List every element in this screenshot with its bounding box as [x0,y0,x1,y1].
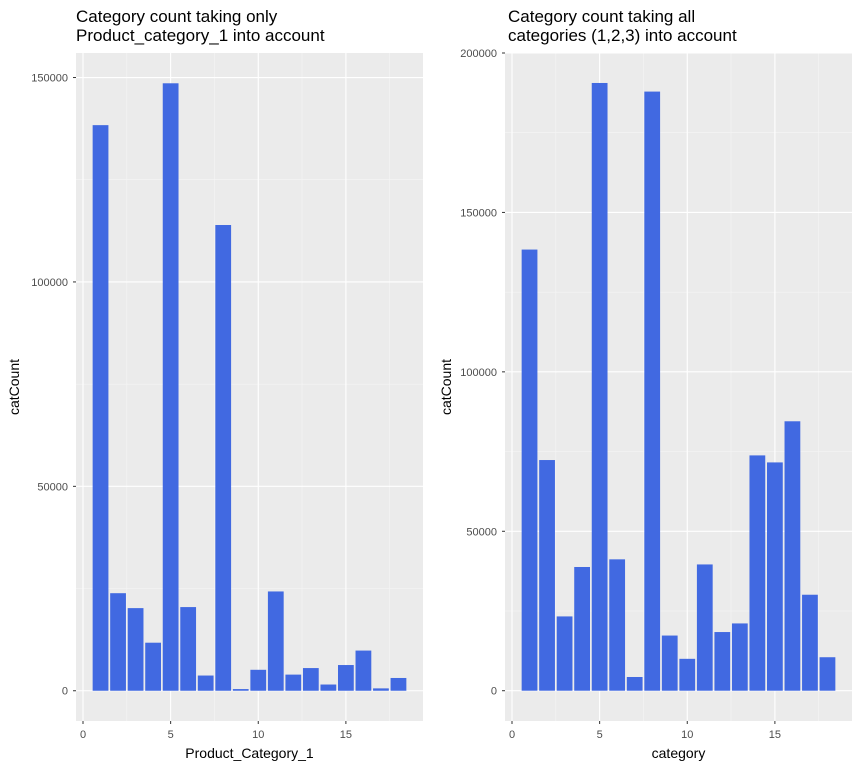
bar [767,462,783,691]
y-tick-label: 50000 [37,481,68,493]
chart-title-line: categories (1,2,3) into account [508,26,737,45]
bar [127,608,144,691]
bar [556,616,573,691]
x-tick-label: 5 [597,729,603,741]
bar [355,650,372,691]
panel-left: 0 50000 100000 150000 0 5 10 15 Product_Category… [6,7,423,761]
y-tick-label: 100000 [460,367,497,379]
bar [626,676,643,691]
x-axis-title: category [652,745,706,761]
bar [521,249,538,691]
bar [215,225,232,691]
bar [232,689,249,691]
chart-title-line: Category count taking all [508,7,695,26]
bar [731,623,748,691]
bar [539,460,555,691]
bar [285,674,302,691]
y-axis-title: catCount [438,359,454,415]
chart-title-line: Product_category_1 into account [76,26,325,45]
bar [162,83,179,691]
bar [714,632,731,691]
y-tick-label: 150000 [31,73,68,85]
y-tick-label: 0 [62,686,68,698]
x-tick-label: 0 [509,729,515,741]
bar [609,559,626,691]
bar [180,607,197,691]
bar [784,421,801,691]
x-tick-label: 10 [252,729,264,741]
bar [320,684,337,691]
bar [250,669,267,691]
x-tick-label: 15 [340,729,352,741]
bar [197,675,214,691]
bar [749,455,766,691]
x-tick-label: 5 [168,729,174,741]
y-tick-label: 100000 [31,277,68,289]
bar [390,677,407,691]
bar [92,125,109,691]
bar [696,564,713,691]
bar [679,658,696,691]
y-tick-label: 200000 [460,48,497,60]
bar [338,665,354,691]
y-tick-label: 150000 [460,207,497,219]
bar [644,91,661,691]
bar [591,82,608,691]
x-tick-label: 0 [80,729,86,741]
y-tick-label: 0 [491,686,497,698]
y-tick-label: 50000 [466,526,497,538]
bar [661,635,678,691]
x-tick-label: 15 [769,729,781,741]
bar [373,688,389,691]
y-axis-title: catCount [6,359,22,415]
x-axis-title: Product_Category_1 [185,745,314,761]
bar [802,594,818,691]
bar [574,566,590,691]
panel-right: 0 50000 100000 150000 200000 0 5 10 15 category ca… [438,7,852,761]
bar [145,642,161,691]
bar [110,593,126,691]
bar [302,668,319,691]
bar [267,591,284,691]
bar [819,657,836,691]
x-tick-label: 10 [681,729,693,741]
chart-title-line: Category count taking only [76,7,278,26]
